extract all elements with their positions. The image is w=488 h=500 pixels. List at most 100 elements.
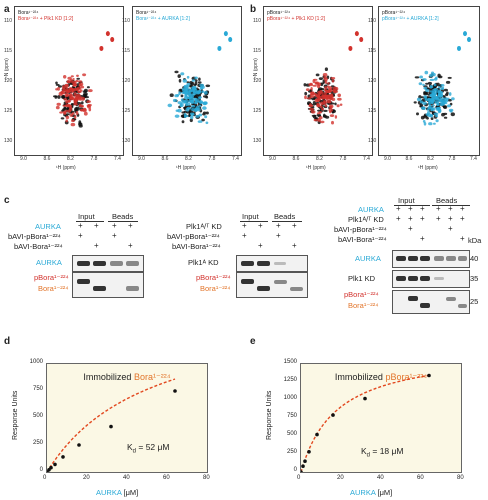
nmr-xtick: 7.8	[90, 156, 98, 162]
nmr-peak	[86, 86, 90, 89]
nmr-peak	[191, 107, 195, 112]
nmr-xlabel: ¹H (ppm)	[418, 165, 438, 171]
nmr-peak	[308, 104, 314, 108]
spr-chart-e: Immobilized pBora¹⁻²²⁴ Kd = 18 μM	[300, 363, 462, 473]
nmr-peak	[303, 83, 307, 87]
nmr-peak	[191, 79, 196, 82]
x-tick-label: 20	[83, 475, 90, 481]
nmr-xtick: 8.6	[161, 156, 169, 162]
nmr-peak	[324, 80, 328, 84]
nmr-peak	[316, 104, 321, 108]
row-label: AURKA	[358, 205, 384, 214]
nmr-peak	[327, 82, 330, 85]
nmr-peak	[309, 107, 314, 111]
nmr-peak	[189, 118, 193, 123]
nmr-peak	[430, 117, 434, 120]
mw-marker: 40	[470, 254, 479, 263]
nmr-peak	[329, 110, 332, 114]
nmr-peak	[79, 89, 83, 92]
divider	[108, 221, 138, 222]
divider	[240, 221, 268, 222]
nmr-peak	[195, 114, 200, 118]
nmr-peak	[65, 93, 71, 97]
nmr-peak	[436, 103, 440, 107]
nmr-peak	[324, 104, 328, 107]
nmr-peak	[441, 100, 447, 104]
nmr-ytick: 120	[122, 78, 131, 84]
nmr-peak	[176, 94, 180, 97]
nmr-peak	[83, 94, 87, 98]
sign-mark: +	[78, 221, 83, 230]
blot-strip-aurka	[392, 250, 470, 268]
nmr-xtick: 7.8	[208, 156, 216, 162]
nmr-peak	[83, 107, 87, 112]
nmr-peak	[194, 102, 197, 104]
nmr-legend: Bora¹⁻²²⁴	[136, 10, 157, 16]
nmr-peak	[424, 70, 429, 75]
nmr-legend: pBora¹⁻²²⁴ + AURKA [1:2]	[382, 16, 439, 22]
nmr-peak	[336, 104, 340, 108]
row-label: Plk1ᴬ/ᵀ KD	[186, 222, 222, 231]
nmr-peak	[434, 100, 439, 104]
x-tick-label: 0	[43, 475, 47, 481]
nmr-peak	[202, 106, 207, 110]
header-beads: Beads	[274, 212, 296, 221]
nmr-xtick: 7.4	[232, 156, 239, 162]
sign-mark: +	[112, 221, 117, 230]
chart-e-ylabel: Response Units	[266, 390, 273, 440]
nmr-peak	[198, 104, 202, 107]
y-tick-label: 1000	[283, 395, 297, 401]
nmr-peak	[55, 83, 60, 86]
nmr-peak	[65, 89, 70, 94]
sign-mark: +	[78, 231, 83, 240]
nmr-peak	[420, 106, 426, 110]
blot-strip-bora	[72, 272, 144, 298]
nmr-ytick: 130	[4, 138, 13, 144]
nmr-peak	[316, 95, 321, 99]
nmr-ytick: 115	[368, 48, 376, 54]
nmr-peak	[443, 88, 448, 92]
nmr-peak	[188, 95, 193, 98]
nmr-peak	[420, 115, 425, 120]
nmr-ytick: 130	[253, 138, 262, 144]
nmr-peak	[78, 97, 82, 101]
row-label: bAVI-pBora¹⁻²²⁴	[334, 225, 387, 234]
nmr-spectrum-a-right: Bora¹⁻²²⁴ Bora¹⁻²²⁴ + AURKA [1:2]	[132, 6, 242, 156]
nmr-peak	[199, 83, 204, 87]
nmr-peak	[57, 95, 61, 99]
band-label: pBora¹⁻²²⁴	[196, 273, 231, 282]
sign-mark: +	[408, 204, 413, 213]
nmr-peak	[205, 111, 209, 115]
nmr-peak	[422, 78, 427, 81]
nmr-peak	[110, 37, 115, 43]
blot-strip-bora	[236, 272, 308, 298]
nmr-peak	[426, 108, 430, 111]
nmr-xtick: 9.0	[269, 156, 276, 162]
nmr-peak	[320, 82, 325, 85]
row-label: bAVI-Bora¹⁻²²⁴	[172, 242, 221, 251]
y-tick-label: 250	[286, 449, 297, 455]
nmr-peak	[198, 77, 201, 81]
band-label: Bora¹⁻²²⁴	[348, 301, 379, 310]
divider	[394, 205, 430, 206]
nmr-ytick: 115	[122, 48, 130, 54]
nmr-peak	[433, 112, 439, 116]
nmr-peak	[172, 98, 178, 103]
nmr-peak	[339, 103, 343, 106]
nmr-spectrum-b-right: pBora¹⁻²²⁴ pBora¹⁻²²⁴ + AURKA [1:2]	[378, 6, 480, 156]
data-point	[363, 396, 367, 401]
chart-d-xlabel: AURKA [μM]	[96, 488, 139, 497]
nmr-peak	[182, 79, 187, 83]
nmr-peak	[445, 80, 451, 84]
nmr-peak	[423, 91, 429, 95]
nmr-peak	[174, 114, 180, 118]
nmr-peak	[435, 114, 439, 118]
nmr-peak	[87, 104, 92, 109]
nmr-peak	[66, 103, 71, 108]
nmr-peak	[71, 119, 75, 123]
nmr-peak	[193, 88, 198, 92]
nmr-peak	[427, 113, 432, 118]
data-point	[109, 424, 113, 429]
sign-mark: +	[420, 214, 425, 223]
nmr-peak	[425, 88, 430, 93]
